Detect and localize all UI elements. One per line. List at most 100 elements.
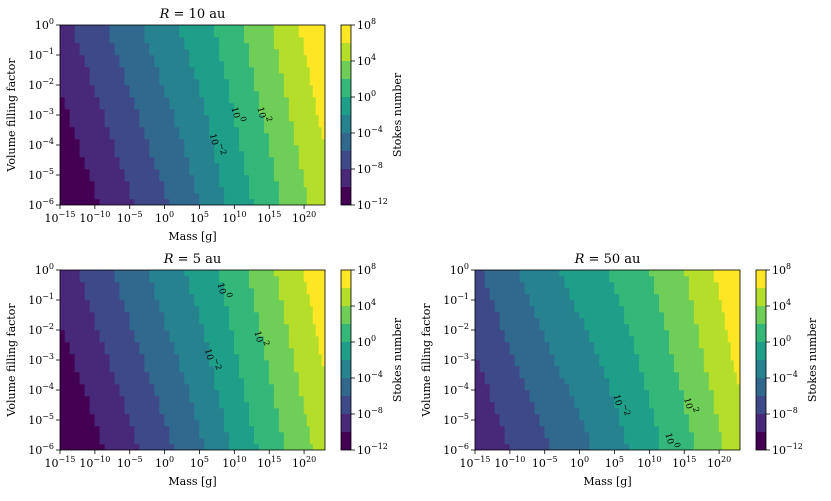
- contour-cell: [274, 61, 280, 68]
- contour-cell: [75, 348, 81, 355]
- contour-cell: [264, 199, 270, 206]
- contour-cell: [139, 139, 145, 146]
- contour-cell: [495, 360, 501, 367]
- contour-cell: [149, 61, 155, 68]
- contour-cell: [239, 294, 245, 301]
- contour-cell: [239, 282, 245, 289]
- contour-cell: [65, 402, 71, 409]
- contour-cell: [294, 31, 300, 38]
- contour-cell: [164, 115, 170, 122]
- contour-cell: [495, 294, 501, 301]
- contour-cell: [204, 330, 210, 337]
- contour-cell: [485, 348, 491, 355]
- contour-cell: [709, 330, 715, 337]
- contour-cell: [544, 294, 550, 301]
- contour-cell: [654, 300, 660, 307]
- contour-cell: [289, 318, 295, 325]
- contour-cell: [199, 43, 205, 50]
- contour-cell: [164, 85, 170, 92]
- contour-cell: [539, 336, 545, 343]
- contour-cell: [264, 91, 270, 98]
- contour-cell: [480, 312, 486, 319]
- contour-cell: [244, 199, 250, 206]
- contour-cell: [299, 187, 305, 194]
- contour-cell: [100, 426, 106, 433]
- contour-cell: [289, 67, 295, 74]
- contour-cell: [274, 199, 280, 206]
- contour-cell: [609, 432, 615, 439]
- contour-cell: [294, 318, 300, 325]
- contour-cell: [154, 157, 160, 164]
- contour-cell: [544, 432, 550, 439]
- contour-cell: [274, 414, 280, 421]
- contour-cell: [619, 360, 625, 367]
- contour-cell: [239, 354, 245, 361]
- contour-cell: [554, 378, 560, 385]
- contour-cell: [539, 402, 545, 409]
- contour-cell: [505, 438, 511, 445]
- contour-cell: [274, 408, 280, 415]
- contour-cell: [164, 276, 170, 283]
- contour-cell: [589, 348, 595, 355]
- contour-cell: [654, 426, 660, 433]
- contour-cell: [139, 61, 145, 68]
- contour-cell: [154, 103, 160, 110]
- contour-cell: [269, 414, 275, 421]
- contour-cell: [624, 378, 630, 385]
- contour-cell: [644, 372, 650, 379]
- contour-cell: [234, 444, 240, 451]
- contour-cell: [294, 193, 300, 200]
- contour-cell: [154, 127, 160, 134]
- contour-cell: [254, 282, 260, 289]
- contour-cell: [564, 306, 570, 313]
- contour-cell: [179, 420, 185, 427]
- contour-cell: [299, 438, 305, 445]
- contour-cell: [505, 360, 511, 367]
- contour-cell: [649, 318, 655, 325]
- contour-cell: [124, 37, 130, 44]
- contour-cell: [609, 306, 615, 313]
- contour-cell: [219, 432, 225, 439]
- contour-cell: [714, 342, 720, 349]
- contour-cell: [75, 199, 81, 206]
- contour-cell: [485, 354, 491, 361]
- contour-cell: [219, 378, 225, 385]
- contour-cell: [559, 444, 565, 451]
- contour-cell: [75, 145, 81, 152]
- contour-cell: [604, 276, 610, 283]
- contour-cell: [214, 187, 220, 194]
- contour-cell: [520, 312, 526, 319]
- contour-cell: [520, 324, 526, 331]
- contour-cell: [299, 270, 305, 277]
- contour-cell: [85, 342, 91, 349]
- contour-cell: [279, 306, 285, 313]
- contour-cell: [119, 396, 125, 403]
- contour-cell: [505, 348, 511, 355]
- contour-cell: [294, 342, 300, 349]
- contour-cell: [515, 324, 521, 331]
- contour-cell: [199, 432, 205, 439]
- contour-cell: [199, 151, 205, 158]
- contour-cell: [239, 193, 245, 200]
- contour-cell: [60, 109, 66, 116]
- contour-cell: [544, 420, 550, 427]
- contour-cell: [699, 432, 705, 439]
- contour-cell: [485, 396, 491, 403]
- contour-cell: [95, 432, 101, 439]
- contour-cell: [100, 157, 106, 164]
- contour-cell: [229, 61, 235, 68]
- contour-cell: [594, 402, 600, 409]
- contour-cell: [209, 175, 215, 182]
- contour-cell: [480, 282, 486, 289]
- contour-cell: [184, 97, 190, 104]
- contour-cell: [194, 175, 200, 182]
- contour-cell: [134, 402, 140, 409]
- contour-cell: [284, 378, 290, 385]
- contour-cell: [674, 420, 680, 427]
- contour-cell: [70, 43, 76, 50]
- contour-cell: [599, 318, 605, 325]
- contour-cell: [219, 330, 225, 337]
- contour-cell: [299, 330, 305, 337]
- contour-cell: [174, 187, 180, 194]
- contour-cell: [485, 342, 491, 349]
